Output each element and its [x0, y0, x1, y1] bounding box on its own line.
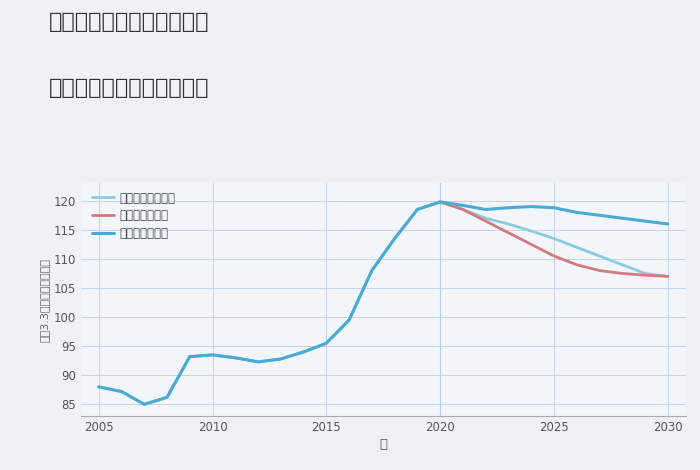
Text: 兵庫県姫路市香寺町香呂の: 兵庫県姫路市香寺町香呂の — [49, 12, 209, 32]
グッドシナリオ — [276, 356, 285, 362]
ノーマルシナリオ — [186, 354, 194, 360]
グッドシナリオ — [458, 203, 467, 208]
グッドシナリオ — [595, 212, 603, 218]
Line: グッドシナリオ: グッドシナリオ — [99, 202, 668, 404]
ノーマルシナリオ — [118, 389, 126, 394]
ノーマルシナリオ — [618, 262, 626, 267]
ノーマルシナリオ — [640, 271, 649, 276]
ノーマルシナリオ — [595, 253, 603, 259]
ノーマルシナリオ — [504, 221, 512, 227]
Legend: ノーマルシナリオ, バッドシナリオ, グッドシナリオ: ノーマルシナリオ, バッドシナリオ, グッドシナリオ — [88, 187, 181, 245]
ノーマルシナリオ — [300, 349, 308, 355]
グッドシナリオ — [573, 210, 581, 215]
グッドシナリオ — [209, 352, 217, 358]
Line: ノーマルシナリオ: ノーマルシナリオ — [99, 202, 668, 404]
バッドシナリオ — [618, 271, 626, 276]
バッドシナリオ — [527, 242, 536, 247]
グッドシナリオ — [436, 199, 445, 205]
グッドシナリオ — [482, 207, 490, 212]
グッドシナリオ — [231, 355, 239, 360]
ノーマルシナリオ — [276, 356, 285, 362]
ノーマルシナリオ — [209, 352, 217, 358]
バッドシナリオ — [504, 230, 512, 235]
ノーマルシナリオ — [322, 340, 330, 346]
バッドシナリオ — [664, 274, 672, 279]
グッドシナリオ — [640, 218, 649, 224]
グッドシナリオ — [413, 207, 421, 212]
ノーマルシナリオ — [573, 244, 581, 250]
ノーマルシナリオ — [550, 236, 558, 242]
バッドシナリオ — [573, 262, 581, 267]
ノーマルシナリオ — [436, 199, 445, 205]
グッドシナリオ — [664, 221, 672, 227]
Text: 中古マンションの価格推移: 中古マンションの価格推移 — [49, 78, 209, 98]
ノーマルシナリオ — [345, 317, 354, 323]
グッドシナリオ — [140, 401, 148, 407]
バッドシナリオ — [640, 273, 649, 278]
ノーマルシナリオ — [368, 268, 376, 274]
X-axis label: 年: 年 — [379, 438, 387, 451]
ノーマルシナリオ — [231, 355, 239, 360]
ノーマルシナリオ — [163, 394, 172, 400]
グッドシナリオ — [345, 317, 354, 323]
ノーマルシナリオ — [527, 228, 536, 234]
グッドシナリオ — [254, 359, 262, 365]
グッドシナリオ — [504, 205, 512, 211]
バッドシナリオ — [436, 199, 445, 205]
グッドシナリオ — [322, 340, 330, 346]
グッドシナリオ — [550, 205, 558, 211]
ノーマルシナリオ — [94, 384, 103, 390]
バッドシナリオ — [482, 218, 490, 224]
ノーマルシナリオ — [391, 236, 399, 242]
ノーマルシナリオ — [140, 401, 148, 407]
グッドシナリオ — [527, 204, 536, 210]
Line: バッドシナリオ: バッドシナリオ — [440, 202, 668, 276]
ノーマルシナリオ — [254, 359, 262, 365]
グッドシナリオ — [118, 389, 126, 394]
グッドシナリオ — [368, 268, 376, 274]
バッドシナリオ — [595, 268, 603, 274]
Y-axis label: 坪（3.3㎡）単価（万円）: 坪（3.3㎡）単価（万円） — [39, 258, 49, 342]
グッドシナリオ — [186, 354, 194, 360]
グッドシナリオ — [163, 394, 172, 400]
ノーマルシナリオ — [482, 215, 490, 221]
バッドシナリオ — [550, 253, 558, 259]
グッドシナリオ — [391, 236, 399, 242]
ノーマルシナリオ — [413, 207, 421, 212]
ノーマルシナリオ — [664, 274, 672, 279]
グッドシナリオ — [618, 215, 626, 221]
バッドシナリオ — [458, 207, 467, 212]
ノーマルシナリオ — [458, 207, 467, 212]
グッドシナリオ — [300, 349, 308, 355]
グッドシナリオ — [94, 384, 103, 390]
